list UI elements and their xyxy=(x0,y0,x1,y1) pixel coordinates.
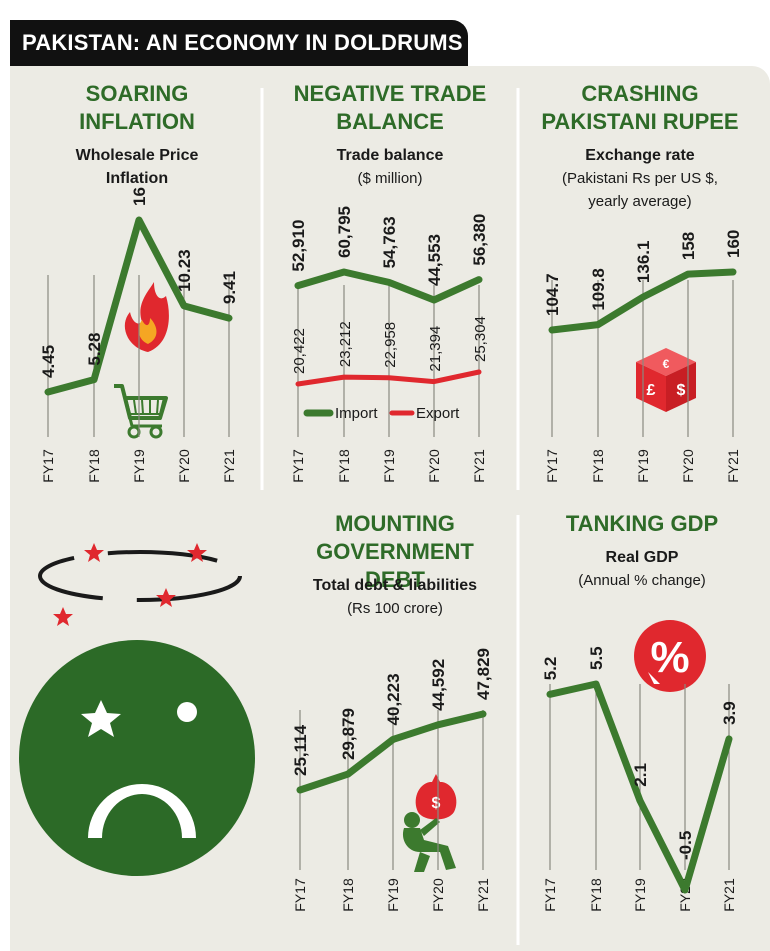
chart-3-series-0-data-label-0: 25,114 xyxy=(291,724,310,776)
chart-2-series-0-data-label-1: 109.8 xyxy=(589,268,608,311)
chart-3-subtitle-line-0: (Rs 100 crore) xyxy=(347,600,443,617)
banner-title: PAKISTAN: AN ECONOMY IN DOLDRUMS xyxy=(10,20,468,66)
chart-2-series-0-data-label-3: 158 xyxy=(679,232,698,260)
chart-1-title-line-0: Trade balance xyxy=(337,147,444,164)
chart-3-heading-line-2: DEBT xyxy=(365,567,425,592)
fire-cart-icon xyxy=(114,282,169,439)
chart-3-tick-label-3: FY20 xyxy=(430,878,446,912)
chart-3-heading-line-1: GOVERNMENT xyxy=(316,539,474,564)
chart-4-series-0-data-label-3: -0.5 xyxy=(676,831,695,860)
chart-0-series-0-data-label-4: 9.41 xyxy=(220,271,239,304)
chart-2-tick-label-4: FY21 xyxy=(725,449,741,483)
currency-dice-icon: £ $ € xyxy=(636,348,696,412)
chart-0-heading-line-0: SOARING xyxy=(86,81,189,106)
chart-0-title-line-1: Inflation xyxy=(106,170,168,187)
chart-3-series-0-data-label-2: 40,223 xyxy=(384,673,403,725)
chart-4-series-0-data-label-4: 3.9 xyxy=(720,701,739,725)
chart-0-title-line-0: Wholesale Price xyxy=(76,147,199,164)
background-top-right xyxy=(518,66,770,496)
chart-1-series-1-data-label-2: 22,958 xyxy=(382,322,399,368)
chart-0-tick-label-2: FY19 xyxy=(131,449,147,483)
chart-0-series-0-data-label-0: 4.45 xyxy=(39,345,58,378)
divider-lines xyxy=(260,88,520,945)
chart-2-subtitle-line-0: (Pakistani Rs per US $, xyxy=(562,170,718,187)
chart-0-series-0-data-label-1: 5.28 xyxy=(85,333,104,366)
chart-2-tick-label-2: FY19 xyxy=(635,449,651,483)
chart-4-tick-label-0: FY17 xyxy=(542,878,558,912)
chart-3-series-0-data-label-1: 29,879 xyxy=(339,708,358,760)
chart-1-legend-label-1: Export xyxy=(416,405,460,422)
chart-1-series-0-data-label-2: 54,763 xyxy=(380,216,399,268)
chart-1-tick-label-4: FY21 xyxy=(471,449,487,483)
chart-2-tick-label-3: FY20 xyxy=(680,449,696,483)
chart-1-tick-label-2: FY19 xyxy=(381,449,397,483)
chart-1-tick-label-3: FY20 xyxy=(426,449,442,483)
chart-1-legend-label-0: Import xyxy=(335,405,378,422)
svg-text:$: $ xyxy=(432,795,441,812)
chart-3-series-0-data-label-4: 47,829 xyxy=(474,648,493,700)
chart-4-heading-line-0: TANKING GDP xyxy=(566,511,718,536)
chart-0-tick-label-3: FY20 xyxy=(176,449,192,483)
chart-3-tick-label-4: FY21 xyxy=(475,878,491,912)
svg-text:£: £ xyxy=(647,382,656,399)
chart-1-series-0-data-label-1: 60,795 xyxy=(335,206,354,258)
chart-3-series-0-data-label-3: 44,592 xyxy=(429,659,448,711)
chart-1-tick-label-0: FY17 xyxy=(290,449,306,483)
chart-2-series-0-data-label-4: 160 xyxy=(724,230,743,258)
chart-3-heading-line-0: MOUNTING xyxy=(335,511,455,536)
chart-3-tick-label-2: FY19 xyxy=(385,878,401,912)
chart-4-title-line-0: Real GDP xyxy=(606,549,679,566)
chart-2-series-0-data-label-2: 136.1 xyxy=(634,241,653,284)
chart-3-title-line-0: Total debt & liabilities xyxy=(313,577,477,594)
chart-0-tick-label-0: FY17 xyxy=(40,449,56,483)
chart-1-series-0-data-label-0: 52,910 xyxy=(289,220,308,272)
chart-4-tick-label-1: FY18 xyxy=(588,878,604,912)
chart-2-subtitle-line-1: yearly average) xyxy=(588,193,691,210)
chart-3-tick-label-1: FY18 xyxy=(340,878,356,912)
chart-0-series-0-data-label-2: 16 xyxy=(130,187,149,206)
chart-0-tick-label-1: FY18 xyxy=(86,449,102,483)
chart-3-tick-label-0: FY17 xyxy=(292,878,308,912)
sad-face-flag-icon xyxy=(19,640,255,876)
charts-layer: SOARING INFLATION Wholesale Price Inflation… xyxy=(39,81,743,912)
background-top-left xyxy=(10,66,262,496)
percent-down-icon: % xyxy=(634,620,706,692)
chart-0-heading-line-1: INFLATION xyxy=(79,109,195,134)
chart-4-tick-label-2: FY19 xyxy=(632,878,648,912)
chart-0-tick-label-4: FY21 xyxy=(221,449,237,483)
dizzy-stars-icon xyxy=(38,543,242,626)
chart-1-heading-line-1: BALANCE xyxy=(336,109,444,134)
chart-2-title-line-0: Exchange rate xyxy=(585,147,694,164)
chart-1-series-1-data-label-1: 23,212 xyxy=(337,321,354,367)
chart-1-series-0-data-label-3: 44,553 xyxy=(425,234,444,286)
chart-1-series-1-data-label-3: 21,394 xyxy=(427,326,444,372)
chart-1-series-0-data-label-4: 56,380 xyxy=(470,214,489,266)
chart-2-heading-line-0: CRASHING xyxy=(581,81,698,106)
chart-1-tick-label-1: FY18 xyxy=(336,449,352,483)
chart-2-tick-label-1: FY18 xyxy=(590,449,606,483)
svg-text:$: $ xyxy=(677,382,686,399)
money-bag-carrier-icon: $ xyxy=(402,774,457,872)
chart-2-tick-label-0: FY17 xyxy=(544,449,560,483)
chart-4-subtitle-line-0: (Annual % change) xyxy=(578,572,706,589)
chart-4-tick-label-4: FY21 xyxy=(721,878,737,912)
chart-4-series-0-data-label-1: 5.5 xyxy=(587,646,606,670)
chart-4-series-0-data-label-0: 5.2 xyxy=(541,657,560,681)
chart-1-subtitle-line-0: ($ million) xyxy=(357,170,422,187)
svg-text:%: % xyxy=(650,633,689,682)
chart-2-heading-line-1: PAKISTANI RUPEE xyxy=(541,109,738,134)
chart-1-series-1-data-label-4: 25,304 xyxy=(472,316,489,362)
svg-text:€: € xyxy=(663,357,670,371)
chart-0-series-0-data-label-3: 10.23 xyxy=(175,249,194,292)
chart-4-series-0-data-label-2: 2.1 xyxy=(631,763,650,787)
chart-2-series-0-data-label-0: 104.7 xyxy=(543,273,562,316)
chart-1-heading-line-0: NEGATIVE TRADE xyxy=(294,81,487,106)
chart-1-series-1-data-label-0: 20,422 xyxy=(291,328,308,374)
